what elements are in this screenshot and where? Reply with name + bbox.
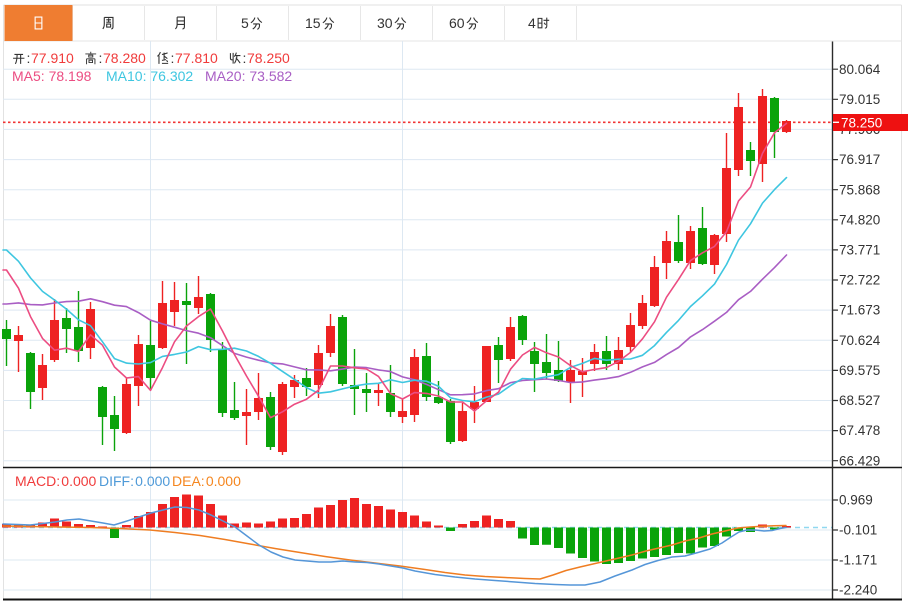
svg-text:70.624: 70.624 [839,333,881,348]
svg-text:0.969: 0.969 [839,493,873,508]
svg-text:75.868: 75.868 [839,182,880,197]
svg-text:77.810: 77.810 [175,50,218,66]
svg-text:-0.101: -0.101 [839,523,877,538]
svg-text:DEA: 0.000: DEA: 0.000 [172,473,241,489]
svg-text:66.429: 66.429 [839,453,880,468]
svg-text:MA20: 73.582: MA20: 73.582 [205,68,292,84]
svg-text:71.673: 71.673 [839,303,880,318]
svg-text:67.478: 67.478 [839,423,880,438]
svg-text:MA10: 76.302: MA10: 76.302 [106,68,193,84]
svg-text:4: 4 [528,15,536,31]
svg-text:MACD: 0.000: MACD: 0.000 [15,473,97,489]
svg-text:73.771: 73.771 [839,243,880,258]
svg-text:MA5: 78.198: MA5: 78.198 [12,68,92,84]
svg-text:74.820: 74.820 [839,212,880,227]
svg-text:78.280: 78.280 [103,50,146,66]
svg-text:15: 15 [305,15,321,31]
svg-text:76.917: 76.917 [839,152,880,167]
svg-text:DIFF: 0.000: DIFF: 0.000 [99,473,170,489]
svg-text:69.575: 69.575 [839,363,880,378]
svg-text:5: 5 [241,15,249,31]
svg-text::: : [99,50,103,66]
svg-text:77.910: 77.910 [31,50,74,66]
svg-text::: : [171,50,175,66]
svg-text:68.527: 68.527 [839,393,880,408]
svg-text:78.250: 78.250 [841,115,882,130]
svg-text:80.064: 80.064 [839,62,881,77]
svg-text::: : [27,50,31,66]
svg-text:72.722: 72.722 [839,273,880,288]
svg-text:-1.171: -1.171 [839,553,877,568]
svg-text::: : [243,50,247,66]
svg-text:30: 30 [377,15,393,31]
svg-text:78.250: 78.250 [247,50,290,66]
svg-text:60: 60 [449,15,465,31]
svg-text:79.015: 79.015 [839,92,880,107]
svg-text:-2.240: -2.240 [839,583,877,598]
